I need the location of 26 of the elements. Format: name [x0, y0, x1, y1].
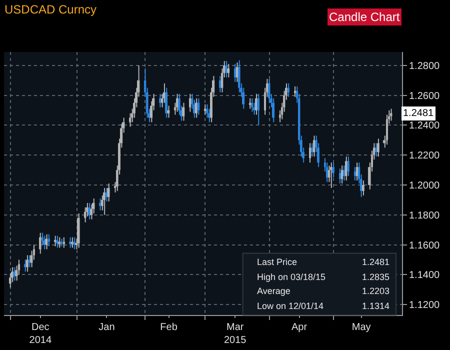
- annotation: Last Price: [257, 257, 298, 267]
- x-tick-label: Apr: [292, 322, 308, 333]
- x-tick-label: Jan: [98, 322, 115, 333]
- annotation: Average: [257, 286, 290, 296]
- y-tick-label: 1.1800: [409, 210, 440, 222]
- y-tick-label: 1.2600: [409, 90, 440, 102]
- annotation: 1.2481: [403, 108, 434, 119]
- y-tick-label: 1.2800: [409, 60, 440, 72]
- y-tick-label: 1.2000: [409, 180, 440, 192]
- y-tick-label: 1.2400: [409, 120, 440, 132]
- x-tick-label: Dec 2014: [29, 322, 52, 346]
- chart-subtitle: Candle Chart: [329, 10, 400, 24]
- annotation: High on 03/18/15: [257, 272, 326, 282]
- chart-title: USDCAD Curncy: [4, 2, 97, 17]
- annotation: 1.2203: [362, 286, 390, 296]
- annotation: Low on 12/01/14: [257, 301, 324, 311]
- y-tick-label: 1.1200: [409, 300, 440, 312]
- x-tick-label: May: [352, 322, 371, 333]
- y-tick-label: 1.1400: [409, 270, 440, 282]
- annotation: 1.2835: [362, 272, 390, 282]
- annotation: 1.2481: [362, 257, 390, 267]
- x-tick-label: Mar 2015: [224, 322, 247, 346]
- annotation: 1.1314: [362, 301, 390, 311]
- y-tick-label: 1.1600: [409, 240, 440, 252]
- y-tick-label: 1.2200: [409, 150, 440, 162]
- x-tick-label: Feb: [160, 322, 178, 333]
